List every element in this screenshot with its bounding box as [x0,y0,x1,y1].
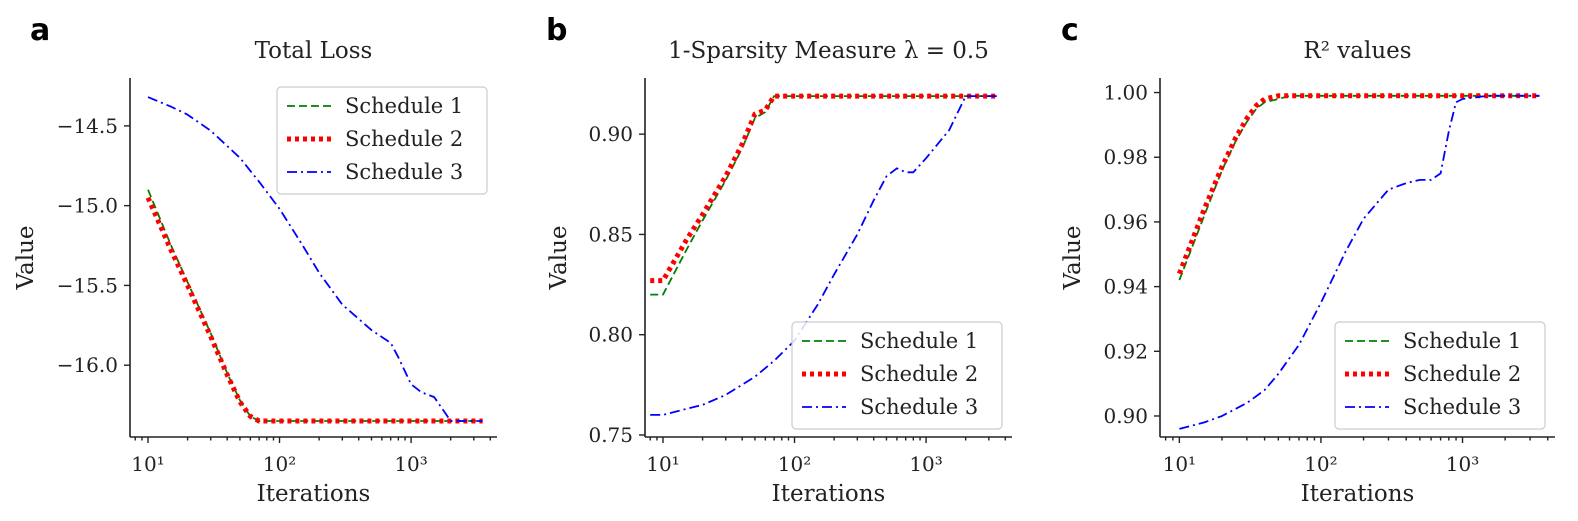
x-axis-label: Iterations [1301,481,1415,507]
chart-title: 1-Sparsity Measure λ = 0.5 [668,38,989,64]
panel-letter: c [1061,13,1079,48]
y-tick-label: 0.80 [588,323,633,347]
legend: Schedule 1 Schedule 2 Schedule 3 [1334,321,1546,430]
legend-label-schedule-2: Schedule 2 [1403,362,1521,386]
legend-label-schedule-1: Schedule 1 [1403,329,1521,353]
legend-label-schedule-2: Schedule 2 [860,362,978,386]
y-tick-label: 0.98 [1103,145,1148,169]
series-line-schedule-1 [650,95,998,296]
y-axis-label: Value [546,226,572,291]
series-line-schedule-1 [1178,94,1540,281]
series-line-schedule-2 [1177,93,1540,275]
series-line-schedule-3 [1179,94,1540,430]
x-tick-label: 10³ [909,452,942,476]
legend-box [791,321,1003,430]
x-axis-label: Iterations [772,481,886,507]
y-axis-label: Value [1060,226,1086,291]
x-tick-label: 10³ [394,452,427,476]
legend: Schedule 1 Schedule 2 Schedule 3 [276,86,488,195]
panel-b: b 1-Sparsity Measure λ = 0.5 0.75 0.80 0.85 0… [546,13,1012,507]
panel-letter: b [546,13,567,48]
series-line-schedule-2 [650,93,998,284]
y-tick-label: 1.00 [1103,81,1148,105]
legend-label-schedule-2: Schedule 2 [345,127,463,151]
series-line-schedule-2 [145,196,483,424]
panel-a: a Total Loss −16.0 −15.5 −15.0 −14.5 10¹ 10² 10³… [13,13,497,507]
y-tick-label: −15.0 [57,194,118,218]
x-tick-label: 10³ [1446,452,1479,476]
legend: Schedule 1 Schedule 2 Schedule 3 [791,321,1003,430]
y-tick-label: −15.5 [57,273,118,297]
x-axis-label: Iterations [257,481,371,507]
x-tick-label: 10² [778,452,811,476]
x-tick-label: 10² [263,452,296,476]
x-tick-label: 10² [1304,452,1337,476]
legend-label-schedule-3: Schedule 3 [1403,395,1521,419]
y-tick-label: 0.75 [588,423,633,447]
chart-title: R² values [1303,38,1411,64]
legend-label-schedule-1: Schedule 1 [345,94,463,118]
panel-letter: a [30,13,50,48]
legend-label-schedule-1: Schedule 1 [860,329,978,353]
y-tick-label: 0.85 [588,222,633,246]
legend-box [1334,321,1546,430]
legend-label-schedule-3: Schedule 3 [345,160,463,184]
y-tick-label: 0.90 [588,122,633,146]
x-tick-label: 10¹ [646,452,679,476]
series-line-schedule-3 [650,95,998,416]
y-tick-label: 0.92 [1103,339,1148,363]
chart-title: Total Loss [255,38,373,64]
y-tick-label: 0.96 [1103,210,1148,234]
y-tick-label: 0.94 [1103,275,1148,299]
series-line-schedule-1 [147,189,483,422]
legend-box [276,86,488,195]
x-tick-label: 10¹ [1163,452,1196,476]
y-tick-label: −16.0 [57,353,118,377]
panel-c: c R² values 0.90 0.92 0.94 0.96 0.98 1.00 10¹ 10²… [1060,13,1555,507]
series-line-schedule-3 [147,96,483,422]
legend-label-schedule-3: Schedule 3 [860,395,978,419]
y-axis-label: Value [13,226,39,291]
x-tick-label: 10¹ [131,452,164,476]
y-tick-label: −14.5 [57,114,118,138]
y-tick-label: 0.90 [1103,404,1148,428]
